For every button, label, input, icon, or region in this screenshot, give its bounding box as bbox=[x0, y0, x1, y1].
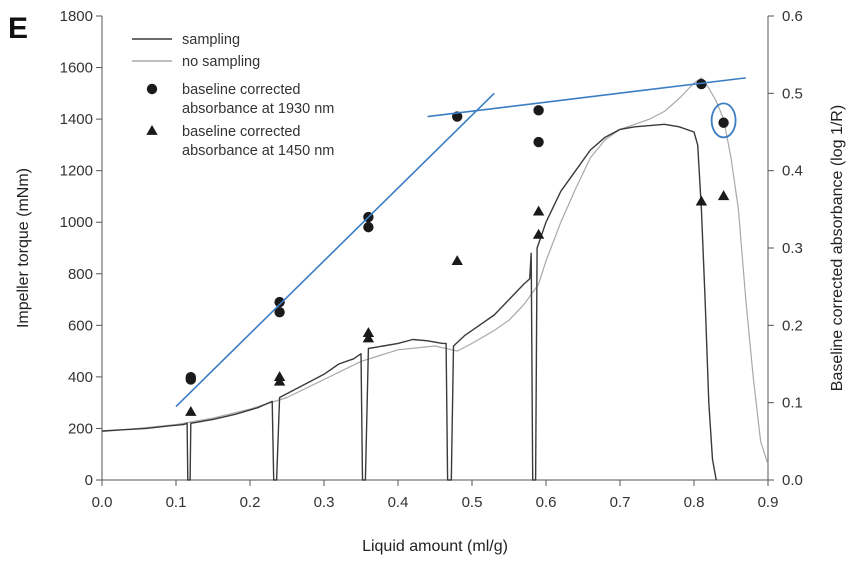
y-tick-label: 400 bbox=[68, 369, 93, 386]
y2-axis-title: Baseline corrected absorbance (log 1/R) bbox=[829, 105, 846, 391]
data-point-triangle bbox=[695, 195, 708, 206]
legend-label: baseline corrected bbox=[182, 82, 301, 98]
trend-line bbox=[175, 92, 495, 408]
y2-tick-label: 0.1 bbox=[782, 395, 803, 412]
data-point-circle bbox=[274, 306, 285, 318]
data-point-triangle bbox=[362, 332, 375, 343]
data-point-circle bbox=[274, 296, 285, 308]
x-tick-label: 0.9 bbox=[758, 494, 779, 511]
y-tick-label: 1800 bbox=[60, 8, 93, 25]
y-tick-label: 1000 bbox=[60, 214, 93, 231]
series-line-sampling bbox=[101, 123, 717, 481]
data-point-triangle bbox=[532, 205, 545, 216]
y-tick-label: 600 bbox=[68, 317, 93, 334]
y-tick-label: 0 bbox=[85, 472, 93, 489]
legend-label: absorbance at 1450 nm bbox=[182, 143, 334, 159]
x-tick-label: 0.8 bbox=[684, 494, 705, 511]
panel-label: E bbox=[8, 12, 28, 45]
data-point-triangle bbox=[185, 405, 197, 416]
x-tick-label: 0.4 bbox=[388, 494, 409, 511]
y-tick-label: 200 bbox=[68, 420, 93, 437]
x-tick-label: 0.1 bbox=[166, 494, 187, 511]
data-point-triangle bbox=[532, 228, 545, 239]
y2-tick-label: 0.4 bbox=[782, 163, 803, 180]
legend: sampling no sampling baseline corrected abs… bbox=[132, 32, 334, 159]
trend-line bbox=[427, 77, 746, 118]
annotations-group bbox=[175, 77, 746, 408]
data-point-triangle bbox=[717, 190, 730, 201]
data-point-circle bbox=[533, 105, 544, 116]
data-point-circle bbox=[185, 374, 196, 385]
x-tick-label: 0.3 bbox=[314, 494, 335, 511]
legend-swatch-circle bbox=[146, 83, 158, 95]
x-tick-label: 0.7 bbox=[610, 494, 631, 511]
x-tick-label: 0.2 bbox=[240, 494, 261, 511]
y-tick-label: 800 bbox=[68, 266, 93, 283]
y2-tick-label: 0.0 bbox=[782, 472, 803, 489]
legend-label: sampling bbox=[182, 32, 240, 48]
x-tick-label: 0.5 bbox=[462, 494, 483, 511]
highlight-ellipse bbox=[710, 102, 737, 139]
legend-label: baseline corrected bbox=[182, 124, 301, 140]
y-tick-label: 1600 bbox=[60, 60, 93, 77]
y-axis-title: Impeller torque (mNm) bbox=[15, 168, 32, 328]
data-point-circle bbox=[363, 221, 374, 233]
y2-tick-label: 0.6 bbox=[782, 8, 803, 25]
data-point-circle bbox=[533, 136, 544, 148]
x-tick-label: 0.6 bbox=[536, 494, 557, 511]
legend-swatch-triangle bbox=[146, 125, 158, 135]
axes-group: 0.0 0.1 0.2 0.3 0.4 0.5 0.6 0.7 0.8 0.9 0 200 400 600… bbox=[60, 8, 803, 511]
data-point-triangle bbox=[362, 327, 375, 337]
x-tick-label: 0.0 bbox=[92, 494, 113, 511]
y-tick-label: 1200 bbox=[60, 163, 93, 180]
data-point-triangle bbox=[451, 255, 463, 266]
y2-tick-label: 0.3 bbox=[782, 240, 803, 257]
legend-label: absorbance at 1930 nm bbox=[182, 101, 334, 117]
data-point-triangle bbox=[273, 375, 286, 386]
x-axis-title: Liquid amount (ml/g) bbox=[362, 538, 508, 555]
legend-label: no sampling bbox=[182, 54, 260, 70]
data-point-circle bbox=[718, 117, 729, 128]
y-tick-label: 1400 bbox=[60, 111, 93, 128]
y2-tick-label: 0.5 bbox=[782, 85, 803, 102]
y2-tick-label: 0.2 bbox=[782, 317, 803, 334]
